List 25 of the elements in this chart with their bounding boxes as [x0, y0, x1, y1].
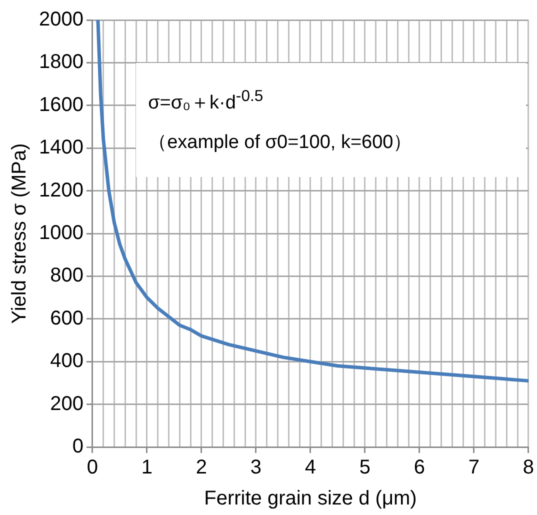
y-tick-label: 1000: [38, 222, 84, 244]
y-tick-label: 0: [72, 436, 84, 458]
x-tick-label: 6: [414, 456, 426, 479]
y-tick-label: 1200: [38, 179, 84, 202]
x-tick-label: 1: [141, 456, 153, 479]
y-tick-label: 600: [50, 307, 84, 330]
annotation: σ=σ₀＋k·d$^{-0.5}$: [148, 87, 264, 116]
x-tick-label: 2: [196, 456, 208, 479]
note-box: σ=σ₀＋k·d$^{-0.5}$ （example of σ0=100, k=600）: [136, 63, 526, 178]
x-tick-label: 0: [86, 456, 98, 479]
y-tick-label: 800: [50, 264, 84, 287]
x-tick-label: 5: [359, 456, 371, 479]
y-tick-label: 1400: [38, 136, 84, 159]
y-tick-label: 1600: [38, 94, 84, 116]
x-tick-label: 3: [250, 456, 262, 479]
x-axis-title: Ferrite grain size d (μm): [204, 488, 417, 510]
x-tick-label: 7: [468, 456, 480, 479]
y-axis-title: Yield stress σ (MPa): [8, 143, 31, 324]
y-tick-label: 200: [50, 392, 84, 415]
x-tick-label: 8: [522, 456, 534, 479]
x-tick-label: 4: [304, 456, 316, 479]
y-tick-label: 1800: [38, 51, 84, 74]
y-tick-label: 400: [50, 350, 84, 372]
annotation: （example of σ0=100, k=600）: [148, 131, 414, 156]
y-tick-label: 2000: [38, 8, 84, 31]
